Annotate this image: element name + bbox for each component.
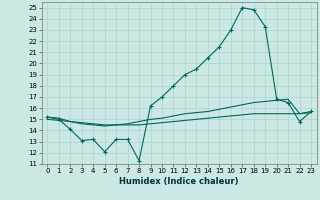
X-axis label: Humidex (Indice chaleur): Humidex (Indice chaleur): [119, 177, 239, 186]
